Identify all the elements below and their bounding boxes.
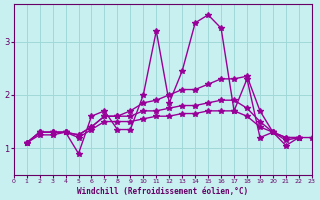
X-axis label: Windchill (Refroidissement éolien,°C): Windchill (Refroidissement éolien,°C) [77, 187, 248, 196]
